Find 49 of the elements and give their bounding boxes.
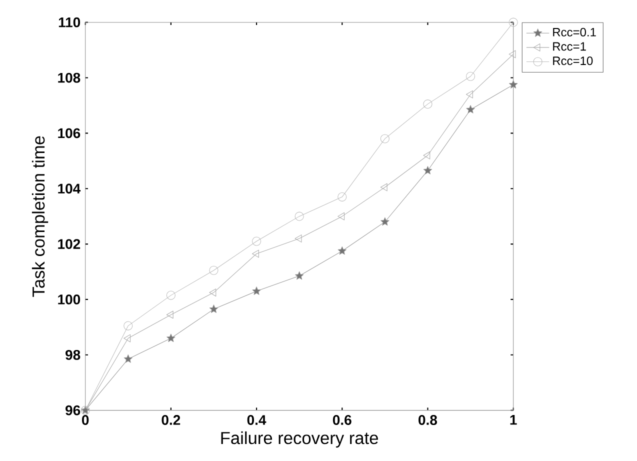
point — [166, 334, 176, 342]
point — [508, 80, 518, 88]
x-tick-label: 0.4 — [247, 415, 266, 425]
point — [252, 250, 259, 258]
point — [508, 18, 518, 27]
point — [466, 105, 475, 114]
x-axis-title: Failure recovery rate — [221, 431, 378, 448]
point — [294, 234, 302, 242]
point — [124, 321, 133, 330]
point — [338, 212, 345, 220]
point — [338, 246, 346, 255]
point — [294, 212, 304, 221]
point — [508, 50, 516, 58]
point — [166, 290, 176, 300]
point — [380, 183, 388, 192]
x-tick-label: 0.6 — [332, 415, 352, 425]
y-tick-label: 106 — [58, 128, 80, 138]
point — [209, 288, 216, 297]
y-tick-label: 102 — [58, 239, 80, 250]
y-tick-label: 104 — [58, 184, 81, 194]
point — [380, 217, 390, 226]
x-tick-label: 0 — [82, 415, 89, 425]
point — [252, 236, 262, 246]
point — [380, 134, 390, 144]
legend-label: Rcc=1 — [553, 42, 586, 51]
x-tick-label: 1 — [510, 415, 517, 425]
y-tick-label: 110 — [58, 17, 80, 28]
point — [124, 334, 131, 342]
y-axis-title: Task completion time — [32, 136, 48, 297]
y-tick-label: 100 — [58, 294, 80, 304]
legend-label: Rcc=10 — [553, 56, 593, 66]
point — [209, 304, 218, 313]
point — [423, 151, 430, 160]
point — [166, 310, 174, 319]
x-tick-label: 0.2 — [162, 415, 180, 425]
point — [423, 100, 432, 109]
point — [124, 354, 132, 363]
y-tick-label: 98 — [66, 350, 80, 360]
point — [295, 271, 304, 280]
y-tick-label: 96 — [66, 405, 80, 416]
point — [466, 90, 473, 98]
point — [252, 286, 261, 295]
point — [338, 192, 347, 202]
point — [423, 166, 432, 174]
point — [466, 72, 476, 81]
x-tick-label: 0.8 — [418, 415, 438, 425]
legend-label: Rcc=0.1 — [553, 28, 596, 36]
point — [209, 266, 218, 275]
y-tick-label: 108 — [58, 72, 80, 83]
